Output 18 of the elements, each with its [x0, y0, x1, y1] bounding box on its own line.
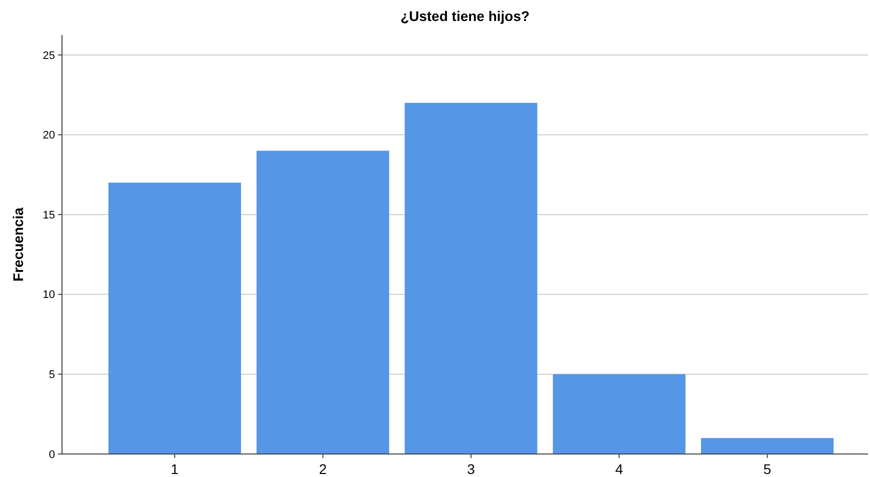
y-tick-label: 25 — [42, 50, 55, 62]
y-axis-title: Frecuencia — [10, 207, 26, 282]
bar — [404, 102, 538, 454]
chart-title: ¿Usted tiene hijos? — [400, 8, 530, 24]
x-tick-label: 1 — [170, 461, 179, 477]
y-tick-label: 5 — [48, 369, 55, 382]
bar — [701, 438, 834, 454]
bar — [108, 182, 241, 454]
bar — [256, 150, 390, 454]
y-tick-label: 15 — [42, 209, 55, 222]
y-tick-label: 10 — [42, 289, 55, 302]
x-tick-label: 5 — [763, 461, 772, 477]
x-tick-label: 3 — [467, 461, 476, 477]
x-tick-label: 2 — [318, 461, 327, 477]
y-tick-label: 0 — [48, 448, 55, 461]
x-tick-label: 4 — [615, 461, 624, 477]
bar — [552, 374, 686, 454]
y-tick-label: 20 — [42, 130, 55, 142]
